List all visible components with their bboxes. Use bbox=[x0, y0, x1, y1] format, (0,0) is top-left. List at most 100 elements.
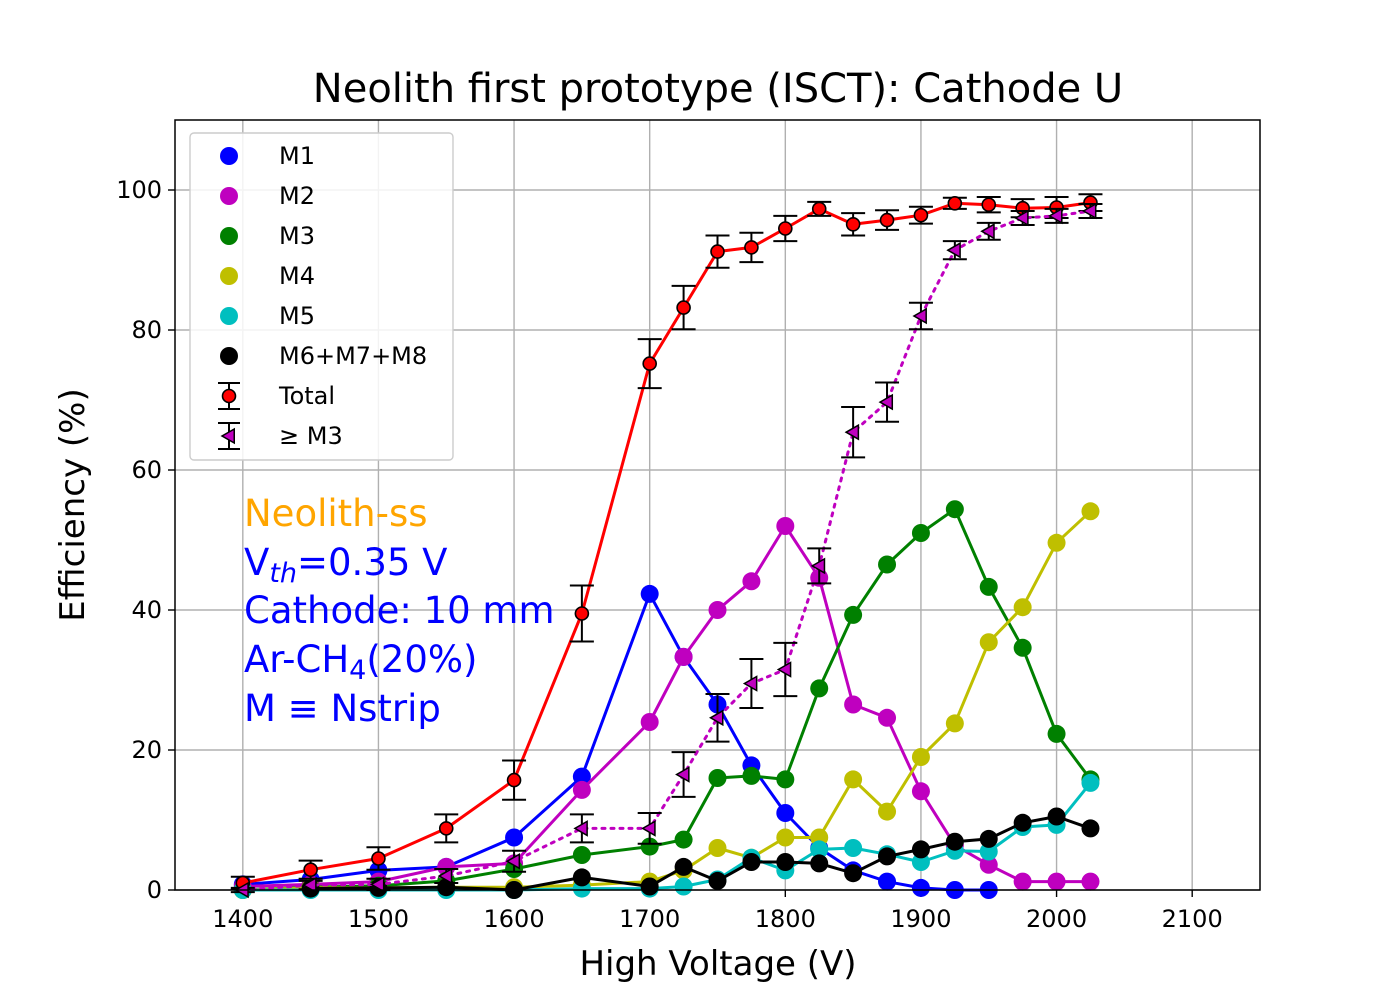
series-m3-point bbox=[810, 557, 826, 575]
series-m3-point bbox=[1047, 724, 1066, 743]
series-m3-point bbox=[911, 524, 930, 542]
legend-marker bbox=[220, 227, 238, 245]
series-total-point bbox=[811, 201, 827, 217]
series-m3-point bbox=[640, 837, 659, 856]
series-m1-point bbox=[572, 767, 591, 786]
series-m3-point bbox=[776, 661, 792, 678]
legend-marker bbox=[220, 427, 235, 445]
y-tick-label: 60 bbox=[131, 456, 162, 484]
y-tick-label: 100 bbox=[116, 176, 162, 204]
series-m2-point bbox=[1047, 872, 1066, 891]
series-total-point bbox=[642, 356, 657, 371]
series-m3-point bbox=[980, 223, 995, 240]
legend-marker bbox=[220, 147, 238, 165]
series-m2-point bbox=[911, 782, 930, 801]
series-m3-point bbox=[708, 769, 727, 787]
series-m3-point bbox=[946, 241, 961, 259]
legend-marker bbox=[220, 347, 238, 365]
axis-ticks: 1400 1500 1600 1700 1800 1900 2000 2100 0 20 40 60 8… bbox=[116, 176, 1223, 933]
legend-entry: M1 bbox=[220, 142, 315, 170]
annotation-gas-pre: Ar-CH bbox=[244, 638, 349, 681]
series-m4-point bbox=[1013, 598, 1032, 617]
series-m5-point bbox=[1081, 773, 1100, 792]
series-m4-point bbox=[776, 828, 795, 847]
series-total-point bbox=[845, 217, 861, 232]
x-tick-label: 1400 bbox=[212, 905, 273, 933]
x-tick-label: 1800 bbox=[755, 905, 816, 933]
series-m3-point bbox=[742, 766, 761, 785]
legend-marker bbox=[220, 307, 238, 325]
series-m3 bbox=[230, 202, 1103, 899]
series-m6-m7-m8-point bbox=[572, 868, 591, 887]
x-tick-label: 1700 bbox=[619, 905, 680, 933]
series-m2-point bbox=[844, 695, 863, 714]
series-total-point bbox=[879, 212, 895, 228]
series-m6-m7-m8-point bbox=[844, 864, 863, 883]
chart-title: Neolith first prototype (ISCT): Cathode … bbox=[313, 66, 1123, 112]
series-m3-point bbox=[742, 675, 758, 692]
x-tick-label: 1500 bbox=[348, 905, 409, 933]
series-m6-m7-m8-point bbox=[742, 853, 761, 871]
series-m3-point bbox=[979, 577, 998, 596]
series-total-point bbox=[744, 240, 759, 255]
series-m6-m7-m8-point bbox=[878, 847, 897, 866]
series-m5-point bbox=[911, 853, 930, 871]
annotation-block: Neolith-ss Vth=0.35 V Cathode: 10 mm Ar-… bbox=[244, 492, 555, 730]
legend-marker bbox=[220, 187, 238, 205]
series-m1-point bbox=[640, 584, 659, 603]
series-m3-point bbox=[878, 393, 894, 411]
legend-entry: M2 bbox=[220, 182, 315, 210]
legend-entry: Total bbox=[218, 382, 335, 410]
series-m4-point bbox=[911, 748, 930, 766]
series-m1-point bbox=[878, 872, 897, 891]
annotation-gas: Ar-CH4(20%) bbox=[244, 638, 477, 686]
annotation-threshold-value: =0.35 V bbox=[297, 541, 447, 584]
y-axis-label: Efficiency (%) bbox=[53, 388, 93, 621]
series-m5-point bbox=[674, 877, 693, 896]
series-m3-point bbox=[369, 876, 385, 893]
legend-entry: ≥ M3 bbox=[218, 422, 343, 450]
legend-entry: M3 bbox=[220, 222, 315, 250]
legend-label: M5 bbox=[279, 302, 315, 330]
series-m3-line bbox=[241, 209, 1092, 892]
series-m4-point bbox=[945, 714, 964, 733]
y-tick-label: 80 bbox=[131, 316, 162, 344]
series-m6-m7-m8-point bbox=[979, 829, 998, 848]
y-tick-label: 40 bbox=[131, 596, 162, 624]
series-m2-point bbox=[878, 708, 897, 727]
annotation-threshold-v: V bbox=[244, 541, 269, 584]
series-m6-m7-m8-point bbox=[945, 832, 964, 851]
series-m3-point bbox=[1013, 638, 1032, 657]
series-m3-point bbox=[572, 846, 591, 864]
series-m6-m7-m8-point bbox=[1081, 819, 1100, 838]
x-tick-label: 2000 bbox=[1026, 905, 1087, 933]
legend: M1 M2 M3 M4 M5 M6+M7+M8 Total ≥ M3 bbox=[189, 132, 454, 461]
series-m5-point bbox=[979, 842, 998, 861]
series-m1-point bbox=[776, 804, 795, 822]
series-m4-point bbox=[844, 770, 863, 789]
series-m6-m7-m8 bbox=[301, 807, 1100, 899]
legend-entry: M6+M7+M8 bbox=[220, 342, 427, 370]
series-m2-point bbox=[776, 517, 795, 535]
series-total-point bbox=[574, 606, 590, 621]
series-m5-point bbox=[810, 840, 829, 859]
series-m3-point bbox=[912, 307, 927, 325]
annotation-gas-post: (20%) bbox=[366, 638, 477, 681]
legend-label: M4 bbox=[279, 262, 315, 290]
axes-frame bbox=[174, 119, 1261, 891]
series-total-point bbox=[676, 300, 691, 315]
series-m3-point bbox=[675, 766, 690, 783]
legend-marker bbox=[221, 388, 237, 404]
plot-area bbox=[230, 193, 1103, 899]
series-m3-point bbox=[1081, 202, 1097, 220]
series-m6-m7-m8-point bbox=[640, 877, 659, 896]
series-total bbox=[230, 193, 1103, 891]
series-m4-point bbox=[1047, 533, 1066, 552]
series-m6-m7-m8-point bbox=[776, 853, 795, 871]
series-m1-point bbox=[505, 828, 524, 847]
series-m2-point bbox=[572, 780, 591, 799]
series-m5-point bbox=[844, 839, 863, 857]
series-m6-m7-m8-point bbox=[810, 854, 829, 873]
series-m6-m7-m8-point bbox=[674, 857, 693, 876]
